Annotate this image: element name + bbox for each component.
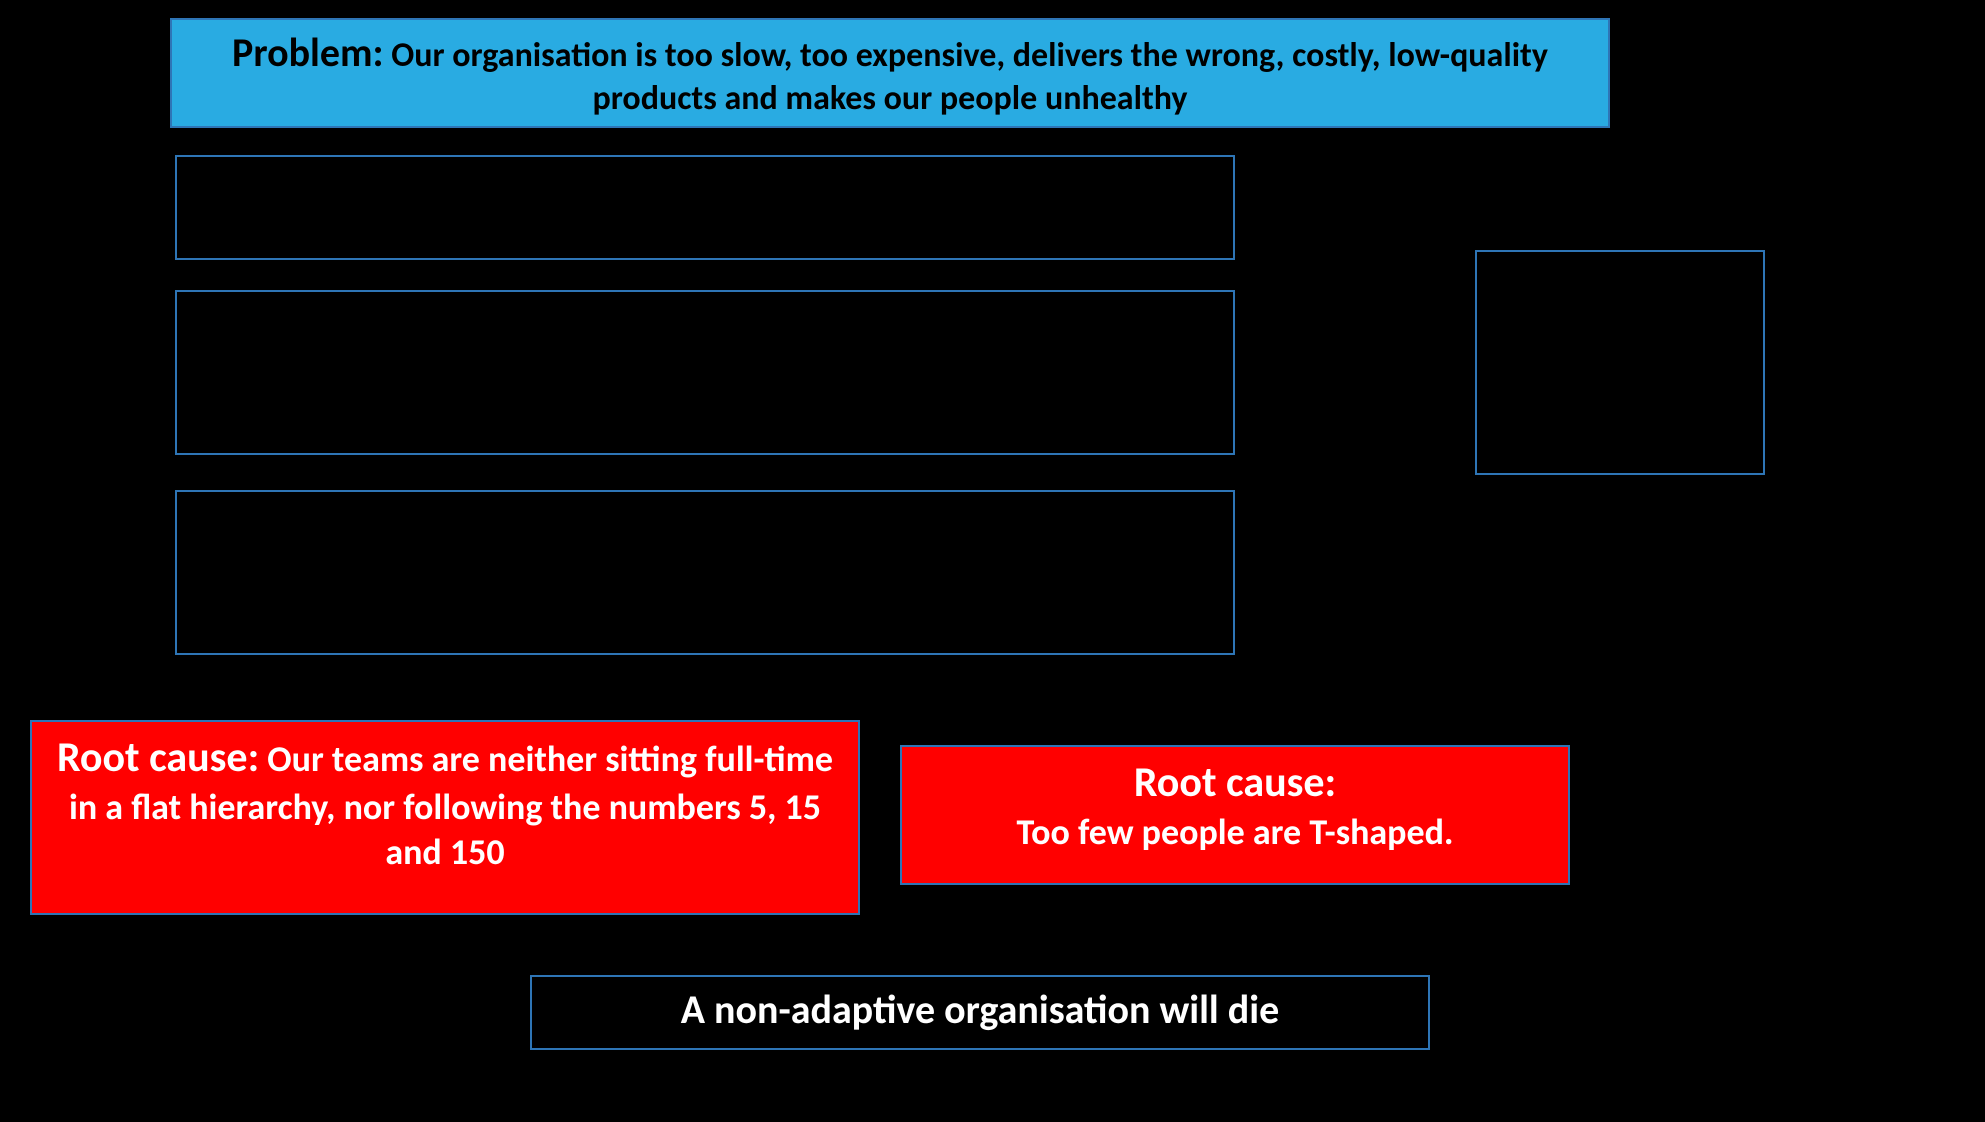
conclusion-text: A non-adaptive organisation will die [681,985,1279,1034]
empty-box-1 [175,155,1235,260]
root-cause-1-lead: Root cause: [57,732,259,783]
root-cause-1-box: Root cause: Our teams are neither sittin… [30,720,860,915]
problem-box: Problem: Our organisation is too slow, t… [170,18,1610,128]
root-cause-2-text: Too few people are T-shaped. [920,810,1550,855]
conclusion-box: A non-adaptive organisation will die [530,975,1430,1050]
root-cause-2-box: Root cause: Too few people are T-shaped. [900,745,1570,885]
empty-box-4 [1475,250,1765,475]
empty-box-2 [175,290,1235,455]
problem-lead: Problem: [232,28,384,77]
root-cause-2-lead: Root cause: [920,757,1550,810]
problem-text: Our organisation is too slow, too expens… [384,35,1548,119]
empty-box-3 [175,490,1235,655]
